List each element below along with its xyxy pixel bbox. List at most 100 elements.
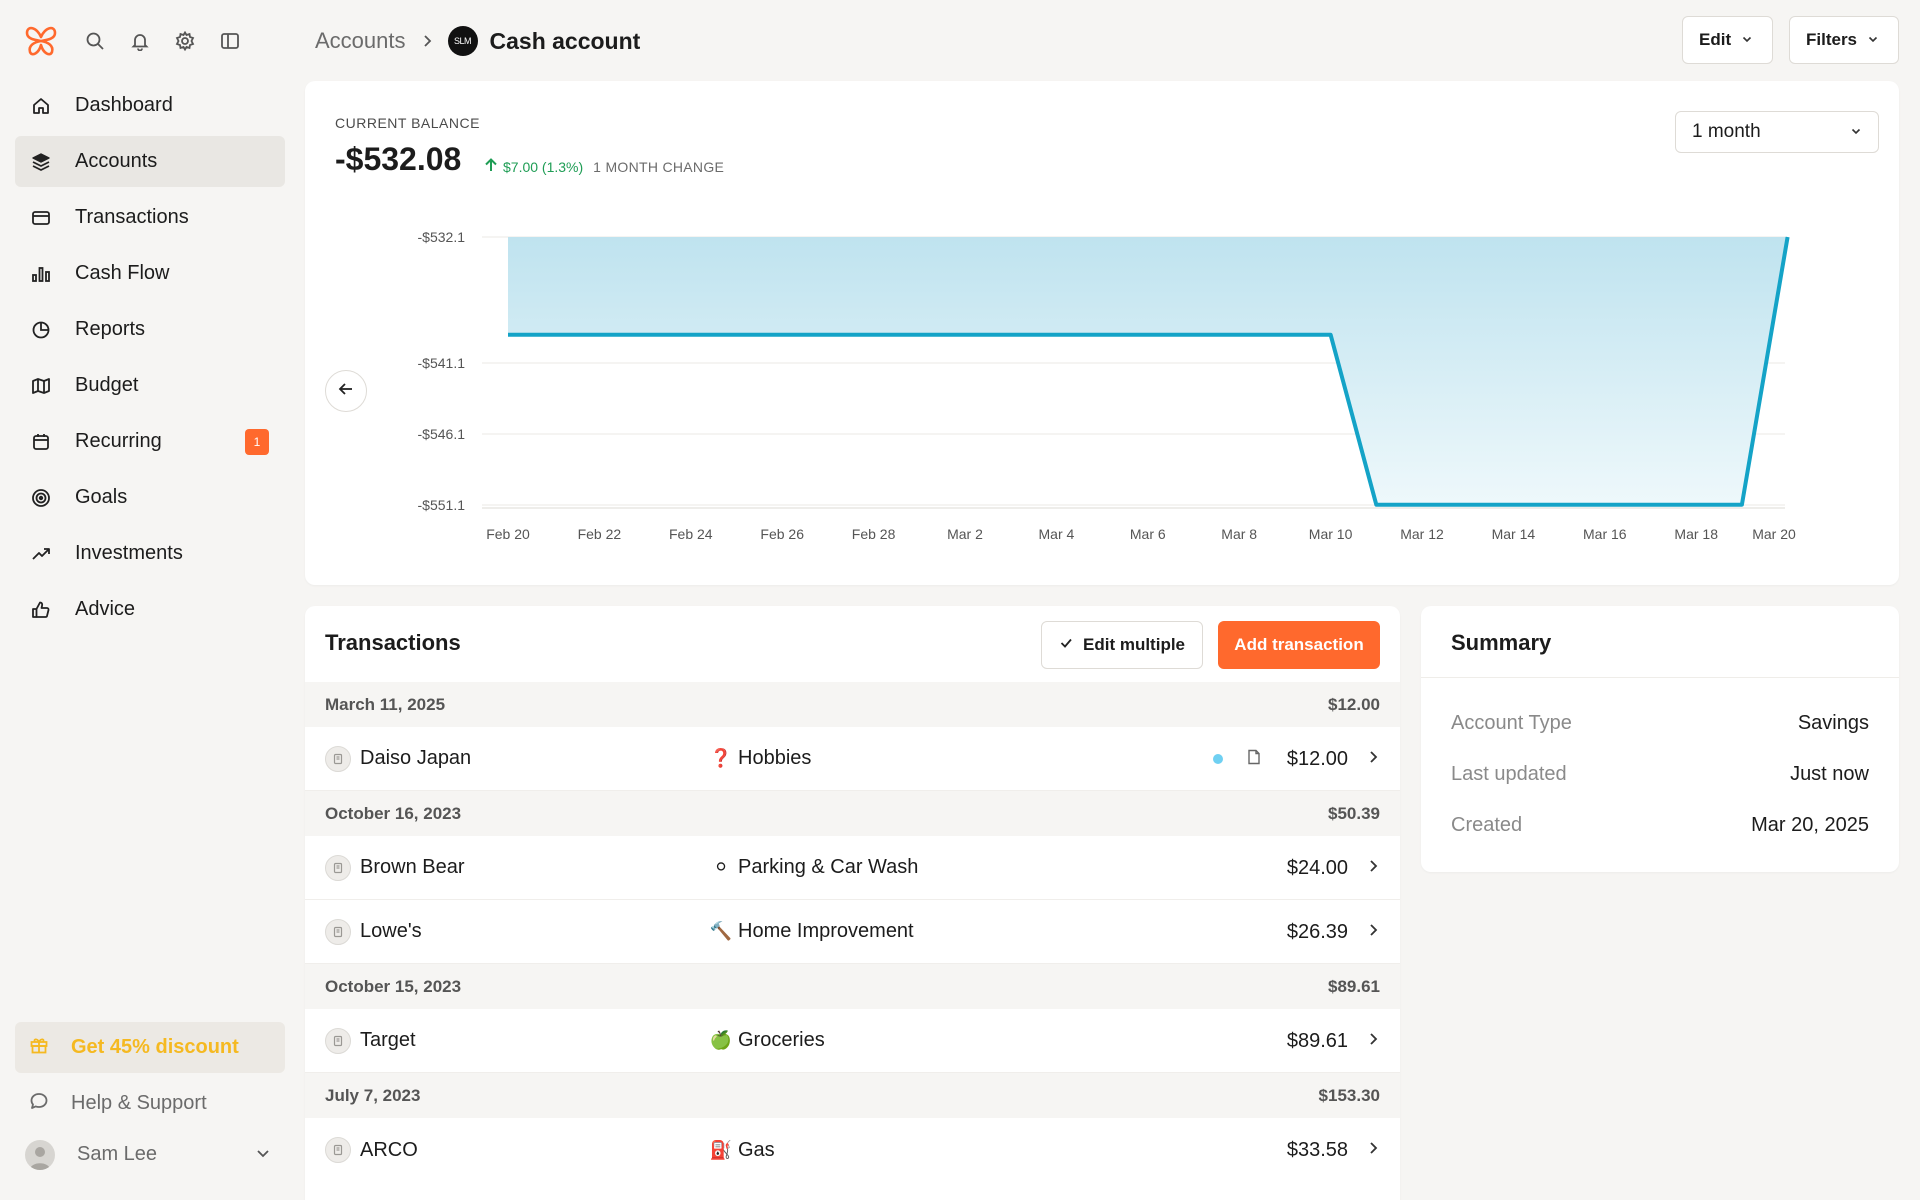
sidebar-item-transactions[interactable]: Transactions	[15, 192, 285, 243]
breadcrumb-accounts-link[interactable]: Accounts	[315, 28, 406, 53]
transaction-right: $89.61	[1287, 1009, 1380, 1073]
x-tick-label: Feb 24	[669, 526, 713, 542]
x-tick-label: Mar 4	[1039, 526, 1075, 542]
sidebar-item-goals[interactable]: Goals	[15, 472, 285, 523]
table-row[interactable]: Lowe's 🔨 Home Improvement $26.39	[305, 900, 1400, 964]
credit-card-icon	[29, 206, 53, 230]
balance-line	[508, 236, 1790, 507]
table-row[interactable]: Brown Bear ⚪ Parking & Car Wash $24.00	[305, 836, 1400, 900]
edit-multiple-button[interactable]: Edit multiple	[1041, 621, 1203, 669]
merchant-name: Brown Bear	[360, 856, 465, 878]
check-icon	[1059, 635, 1073, 655]
transaction-date-group: October 16, 2023 $50.39	[305, 791, 1400, 836]
group-total: $50.39	[1328, 803, 1380, 823]
transaction-right: $12.00	[1212, 727, 1380, 791]
bell-icon[interactable]	[128, 29, 152, 53]
pending-dot	[1212, 754, 1223, 764]
divider	[1421, 677, 1899, 678]
arrow-left-icon	[338, 381, 354, 402]
sidebar-item-investments[interactable]: Investments	[15, 528, 285, 579]
table-row[interactable]: ARCO ⛽ Gas $33.58	[305, 1118, 1400, 1182]
document-icon[interactable]	[1247, 749, 1261, 770]
help-support-link[interactable]: Help & Support	[15, 1078, 285, 1129]
transactions-title: Transactions	[325, 630, 461, 655]
chevron-down-icon	[255, 1145, 271, 1166]
filters-dropdown-button[interactable]: Filters	[1789, 16, 1899, 64]
transaction-amount: $12.00	[1286, 747, 1348, 770]
avatar	[25, 1139, 55, 1170]
chart-back-button[interactable]	[325, 370, 367, 412]
transaction-amount: $89.61	[1286, 1029, 1348, 1052]
chevron-right-icon	[1366, 750, 1380, 769]
x-tick-label: Mar 14	[1492, 526, 1536, 542]
sidebar-item-accounts[interactable]: Accounts	[15, 136, 285, 187]
merchant-name: ARCO	[360, 1138, 418, 1161]
sidebar-toggle-icon[interactable]	[218, 29, 242, 53]
user-menu[interactable]: Sam Lee	[15, 1129, 285, 1180]
calendar-icon	[29, 430, 53, 454]
table-row[interactable]: Target 🍏 Groceries $89.61	[305, 1009, 1400, 1073]
sidebar-item-cash-flow[interactable]: Cash Flow	[15, 248, 285, 299]
category-name[interactable]: Groceries	[738, 1029, 825, 1051]
x-tick-label: Feb 28	[852, 526, 896, 542]
merchant-logo-icon	[325, 745, 351, 772]
transaction-right: $24.00	[1287, 836, 1380, 900]
user-name: Sam Lee	[77, 1143, 158, 1165]
summary-title: Summary	[1451, 630, 1552, 655]
sidebar-item-label: Cash Flow	[75, 262, 170, 284]
balance-change: $7.00 (1.3%) 1 MONTH CHANGE	[483, 157, 724, 176]
trending-up-icon	[29, 542, 53, 566]
balance-change-amount: $7.00 (1.3%)	[503, 158, 584, 175]
group-date: October 15, 2023	[325, 976, 462, 996]
transaction-date-group: July 7, 2023 $153.30	[305, 1073, 1400, 1118]
category-emoji-icon: ❓	[709, 748, 733, 768]
x-tick-label: Mar 20	[1752, 526, 1796, 542]
sidebar-item-advice[interactable]: Advice	[15, 584, 285, 635]
thumbs-up-icon	[29, 598, 53, 622]
balance-card: CURRENT BALANCE -$532.08 $7.00 (1.3%) 1 …	[305, 81, 1899, 585]
category-emoji-icon: 🔨	[709, 921, 733, 941]
time-range-select[interactable]: 1 month	[1675, 111, 1879, 153]
x-tick-label: Mar 2	[947, 526, 983, 542]
category-name[interactable]: Gas	[738, 1138, 775, 1161]
chevron-down-icon	[1867, 30, 1879, 50]
summary-key: Created	[1451, 814, 1523, 836]
sidebar-item-reports[interactable]: Reports	[15, 304, 285, 355]
summary-key: Account Type	[1451, 712, 1572, 734]
summary-key: Last updated	[1451, 763, 1567, 785]
sidebar-item-label: Transactions	[75, 206, 189, 228]
merchant-logo-icon	[325, 1027, 351, 1054]
chevron-down-icon	[1741, 30, 1753, 50]
x-tick-label: Mar 8	[1221, 526, 1257, 542]
sidebar-item-dashboard[interactable]: Dashboard	[15, 80, 285, 131]
sidebar: Dashboard Accounts Transactions Cash Flo…	[0, 0, 300, 1200]
target-icon	[29, 486, 53, 510]
sidebar-item-label: Goals	[75, 486, 128, 508]
category-name[interactable]: Hobbies	[738, 747, 812, 769]
transaction-extras	[1212, 749, 1261, 770]
butterfly-logo-icon[interactable]	[20, 20, 62, 62]
add-transaction-button[interactable]: Add transaction	[1218, 621, 1380, 669]
category-name[interactable]: Home Improvement	[738, 920, 914, 942]
category-name[interactable]: Parking & Car Wash	[738, 856, 919, 878]
sidebar-item-label: Advice	[75, 598, 136, 620]
balance-change-label: 1 MONTH CHANGE	[593, 158, 725, 175]
transaction-right: $33.58	[1287, 1118, 1380, 1182]
help-support-label: Help & Support	[71, 1092, 207, 1114]
sidebar-item-budget[interactable]: Budget	[15, 360, 285, 411]
summary-value: Savings	[1797, 712, 1869, 734]
merchant-name: Lowe's	[360, 920, 422, 942]
x-tick-label: Feb 26	[760, 526, 804, 542]
gear-icon[interactable]	[173, 29, 197, 53]
transaction-amount: $26.39	[1286, 920, 1348, 943]
table-row[interactable]: Daiso Japan ❓ Hobbies $12.00	[305, 727, 1400, 791]
group-date: July 7, 2023	[325, 1085, 421, 1105]
chart-y-ticks: -$532.1 -$541.1 -$546.1 -$551.1	[418, 229, 466, 513]
search-icon[interactable]	[83, 29, 107, 53]
transaction-amount: $33.58	[1286, 1138, 1348, 1161]
sidebar-item-recurring[interactable]: Recurring 1	[15, 416, 285, 467]
summary-row-last-updated: Last updated Just now	[1451, 763, 1869, 786]
category-emoji-icon: ⚪	[713, 857, 729, 877]
discount-button[interactable]: Get 45% discount	[15, 1022, 285, 1073]
edit-dropdown-button[interactable]: Edit	[1682, 16, 1773, 64]
